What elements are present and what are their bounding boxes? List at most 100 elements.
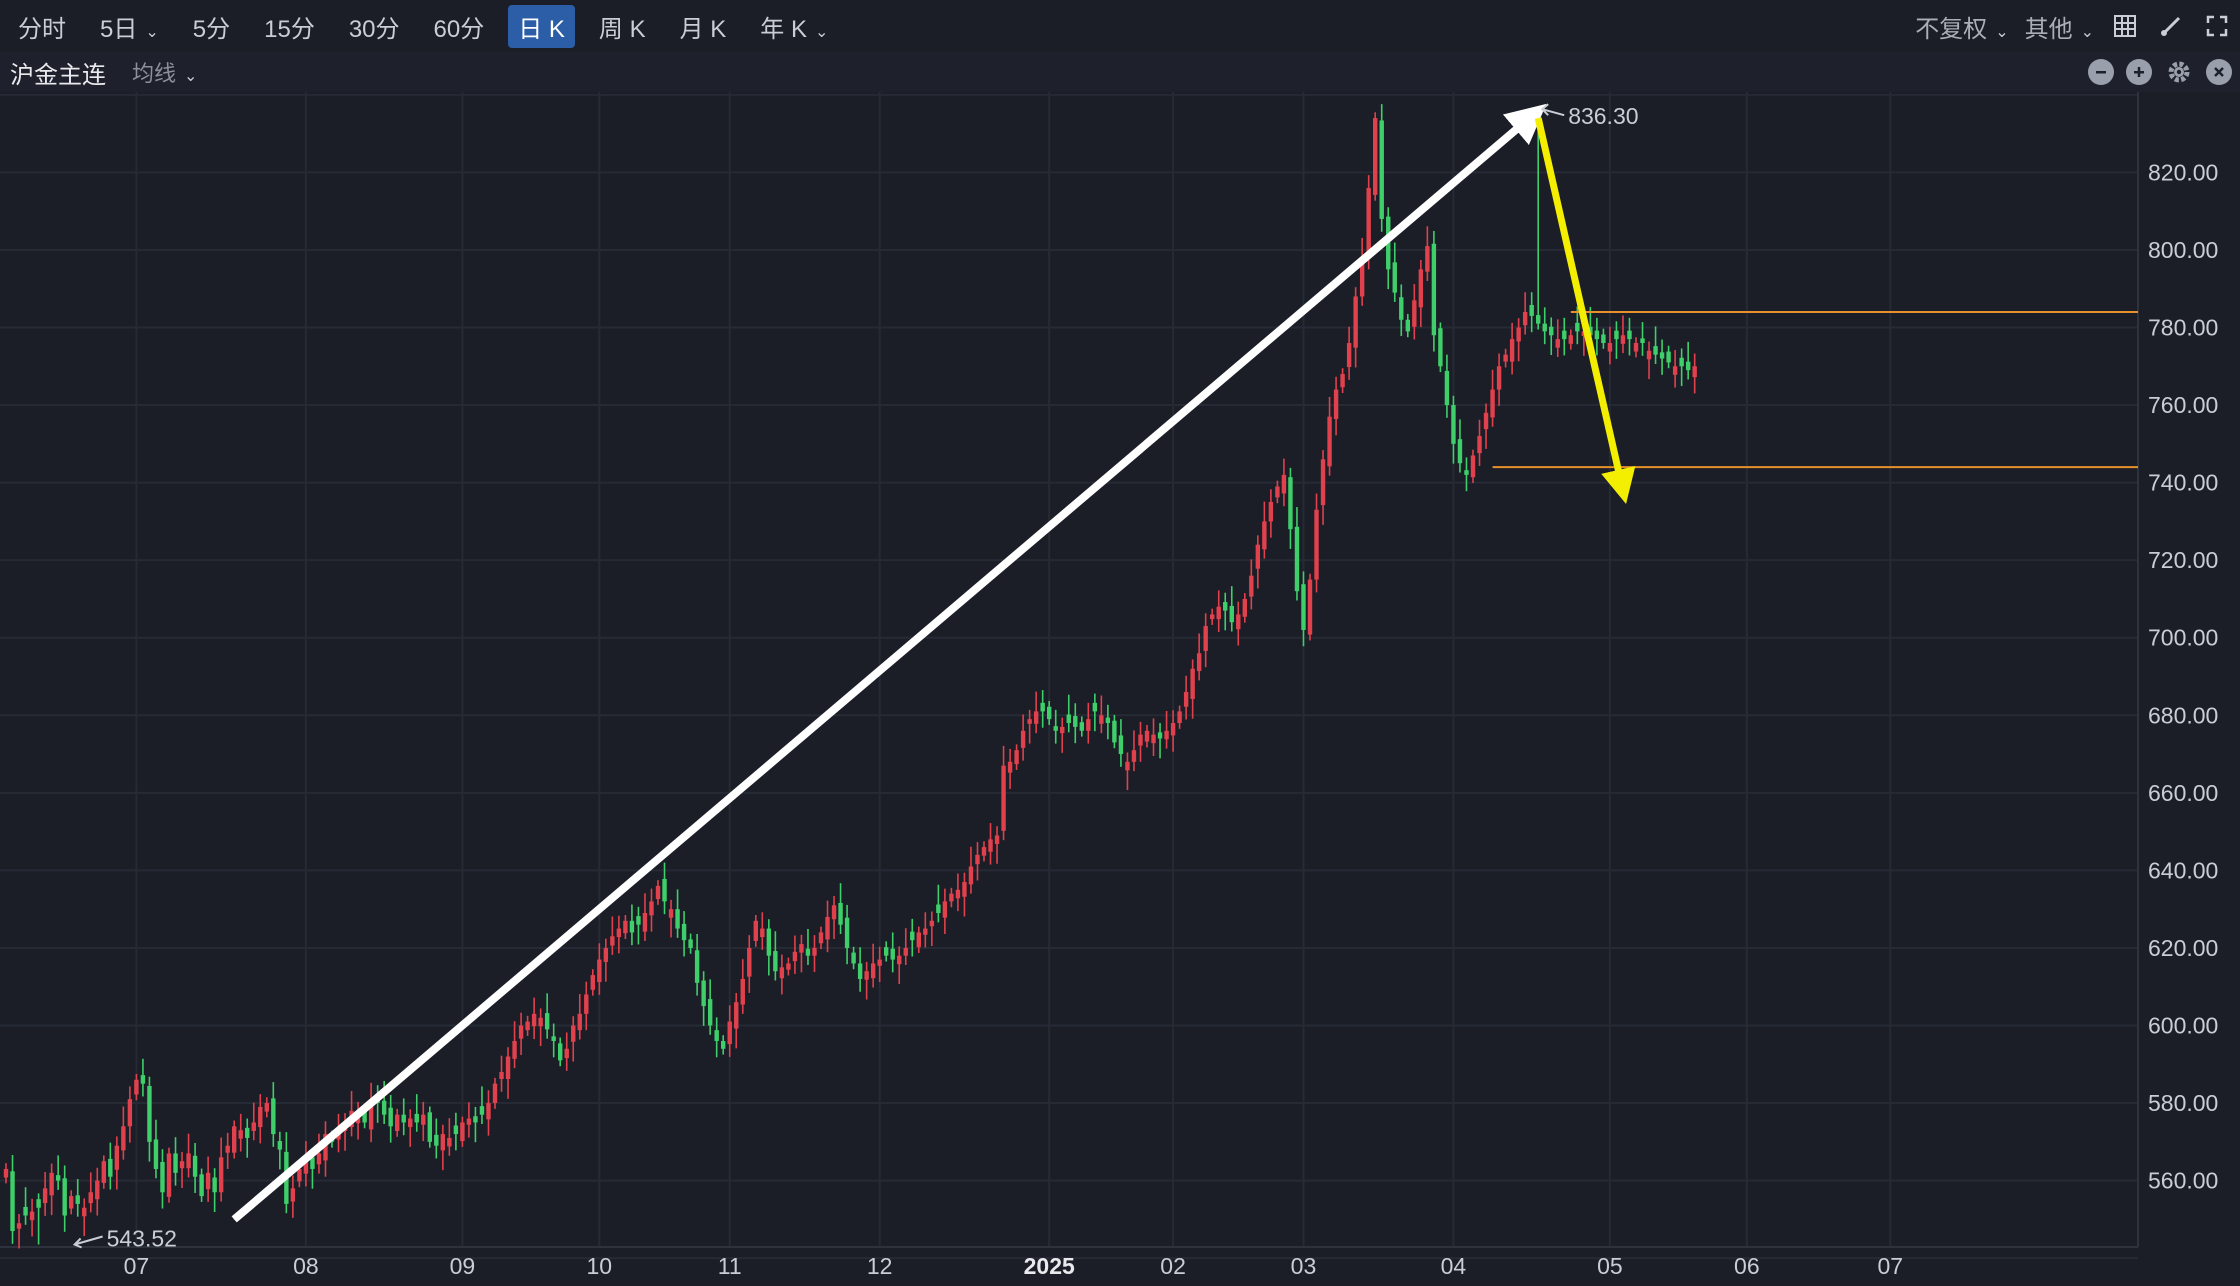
candle-body (258, 1106, 263, 1128)
fullscreen-icon[interactable] (2202, 11, 2232, 41)
y-tick-label: 800.00 (2148, 237, 2218, 263)
tab-30min[interactable]: 30分 (348, 15, 400, 43)
tab-60min[interactable]: 60分 (433, 15, 485, 43)
candle-body (88, 1192, 93, 1204)
candle-body (434, 1134, 439, 1146)
tab-yearly-k[interactable]: 年 K ⌄ (750, 5, 838, 48)
y-tick-label: 760.00 (2148, 392, 2218, 418)
candle-body (981, 847, 987, 856)
candle-body (1568, 335, 1573, 344)
candle-body (571, 1025, 576, 1042)
candle-body (1672, 366, 1678, 375)
candle-body (49, 1172, 54, 1196)
candle-body (1359, 257, 1365, 297)
candle-body (486, 1103, 491, 1120)
y-tick-label: 580.00 (2148, 1090, 2218, 1116)
tab-5day[interactable]: 5日 ⌄ (90, 5, 169, 48)
tab-intraday[interactable]: 分时 (18, 15, 66, 43)
candle-body (1633, 343, 1639, 352)
candle-body (368, 1099, 374, 1130)
candle-body (1020, 730, 1026, 748)
candle-body (988, 839, 993, 852)
other-dropdown[interactable]: 其他 ⌄ (2025, 9, 2094, 44)
candle-body (929, 920, 935, 927)
candle-body (642, 913, 648, 932)
candle-body (1522, 311, 1528, 326)
candle-body (551, 1036, 556, 1042)
trend-arrow-down (1534, 117, 1636, 505)
candle-body (238, 1130, 243, 1139)
candle-body (427, 1112, 432, 1142)
candlestick-chart[interactable]: 836.30 543.52 560.00 580.00 600.00 620.00 640.… (0, 92, 2240, 1286)
candle-body (1340, 374, 1345, 388)
candle-body (1659, 352, 1665, 359)
close-circle-icon[interactable] (2206, 59, 2232, 85)
candle-body (479, 1106, 485, 1115)
candle-body (870, 963, 876, 979)
high-label: 836.30 (1568, 103, 1638, 129)
tab-weekly-k[interactable]: 周 K (598, 15, 646, 43)
candle-body (290, 1188, 296, 1202)
candle-body (786, 963, 791, 970)
candle-body (864, 971, 869, 980)
candle-body (323, 1134, 328, 1161)
candle-body (134, 1079, 139, 1095)
toolbar: 分时 5日 ⌄ 5分 15分 30分 60分 日 K 周 K 月 K 年 K ⌄ 不… (0, 0, 2240, 52)
candle-body (1288, 477, 1293, 530)
candle-body (1516, 327, 1521, 342)
candle-body (1503, 354, 1508, 362)
chevron-down-icon: ⌄ (2080, 23, 2094, 41)
candle-body (610, 936, 615, 946)
low-pointer (72, 1235, 103, 1249)
candle-body (1627, 330, 1632, 340)
candle-body (844, 917, 850, 948)
indicator-dropdown[interactable]: 均线 ⌄ (132, 56, 197, 88)
candle-body (1405, 319, 1410, 332)
candle-body (1366, 187, 1371, 254)
minus-circle-icon[interactable] (2088, 59, 2114, 85)
candle-body (147, 1085, 152, 1142)
candle-body (1262, 521, 1267, 550)
candle-body (799, 944, 804, 953)
candle-body (1216, 606, 1221, 620)
gear-icon[interactable] (2164, 57, 2194, 87)
candle-body (1281, 474, 1287, 494)
candle-body (890, 948, 895, 960)
tab-5min[interactable]: 5分 (192, 15, 231, 43)
candle-body (1249, 575, 1254, 597)
x-tick-label: 08 (293, 1253, 319, 1279)
candle-body (584, 994, 589, 1014)
candle-body (1496, 366, 1502, 390)
plus-circle-icon[interactable] (2126, 59, 2152, 85)
candle-body (1151, 734, 1156, 744)
candle-body (1438, 328, 1443, 367)
candle-body (173, 1153, 178, 1173)
candle-body (1236, 614, 1241, 630)
brush-icon[interactable] (2156, 11, 2186, 41)
candle-body (792, 951, 798, 962)
chevron-down-icon: ⌄ (1995, 23, 2009, 41)
candle-body (466, 1118, 472, 1125)
tab-5day-label: 5日 (100, 15, 138, 43)
tab-15min[interactable]: 15分 (264, 15, 315, 43)
tab-monthly-k[interactable]: 月 K (679, 15, 727, 43)
candle-body (1692, 366, 1697, 378)
tab-daily-k[interactable]: 日 K (508, 4, 575, 48)
y-tick-label: 600.00 (2148, 1012, 2218, 1038)
x-tick-label: 02 (1160, 1253, 1186, 1279)
candle-body (245, 1127, 250, 1138)
candle-body (1033, 711, 1039, 724)
candle-body (1555, 339, 1560, 348)
candle-body (1314, 509, 1319, 580)
x-tick-label: 05 (1597, 1253, 1623, 1279)
adjust-dropdown[interactable]: 不复权 ⌄ (1915, 9, 2008, 44)
candle-body (740, 978, 745, 1005)
candle-body (303, 1157, 309, 1174)
candle-body (1470, 455, 1476, 478)
x-tick-label: 04 (1441, 1253, 1467, 1279)
candle-body (525, 1021, 530, 1031)
candle-body (949, 893, 954, 902)
candle-body (1229, 605, 1234, 623)
grid-icon[interactable] (2110, 11, 2140, 41)
plot-background (0, 92, 2240, 1286)
